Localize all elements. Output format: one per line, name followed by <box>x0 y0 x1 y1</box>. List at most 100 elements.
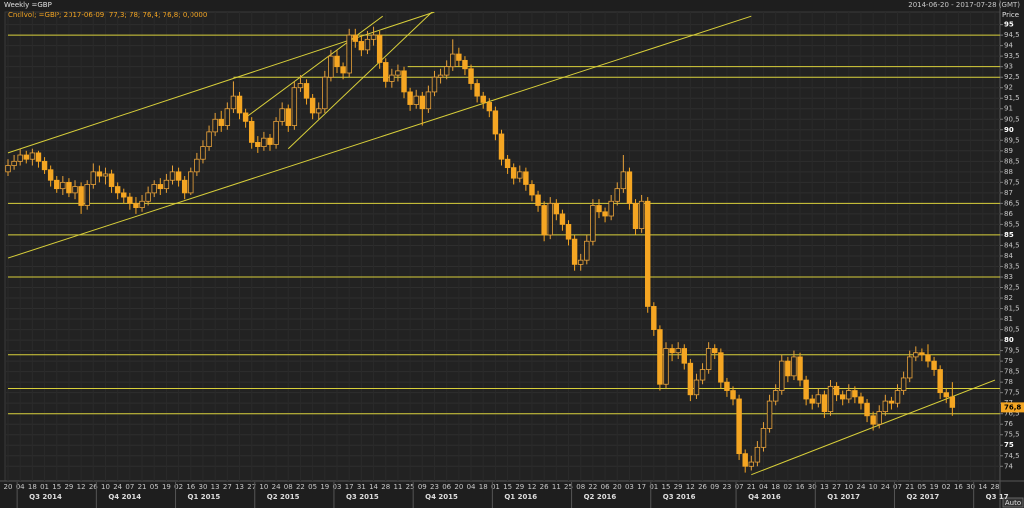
x-tick-label: 17 <box>345 483 354 491</box>
x-tick-label: 12 <box>686 483 695 491</box>
x-tick-label: 11 <box>552 483 561 491</box>
x-tick-label: 19 <box>320 483 329 491</box>
y-tick-label: 88,5 <box>1004 157 1020 165</box>
candle-body <box>370 34 377 40</box>
candle-body <box>340 66 346 74</box>
candle-body <box>602 211 608 217</box>
candle-body <box>425 91 432 110</box>
x-tick-label: 02 <box>783 483 792 491</box>
y-tick-label: 79,5 <box>1004 347 1020 355</box>
x-tick-label: 06 <box>601 483 610 491</box>
x-tick-label: 30 <box>808 483 817 491</box>
candle-body <box>906 356 913 379</box>
x-tick-label: 14 <box>978 483 987 491</box>
candle-body <box>456 53 462 61</box>
candle-body <box>919 352 925 356</box>
candle-body <box>480 95 486 103</box>
candle-body <box>468 68 474 84</box>
candle-body <box>669 348 675 354</box>
x-tick-label: 18 <box>28 483 37 491</box>
x-tick-label: 12 <box>528 483 537 491</box>
quarter-label: Q3 2015 <box>346 493 379 501</box>
y-tick-label: 85,5 <box>1004 220 1020 228</box>
candle-body <box>407 91 413 105</box>
y-tick-label: 83 <box>1004 273 1013 281</box>
candle-body <box>47 169 54 181</box>
candle-body <box>632 202 639 230</box>
y-tick-label: 77,5 <box>1004 389 1020 397</box>
quarter-label: Q1 2017 <box>827 493 860 501</box>
x-tick-label: 22 <box>588 483 597 491</box>
candle-body <box>212 118 218 133</box>
x-tick-label: 26 <box>540 483 549 491</box>
candle-body <box>322 76 328 110</box>
x-tick-label: 18 <box>479 483 488 491</box>
y-tick-label: 93,5 <box>1004 52 1020 60</box>
y-tick-label: 75 <box>1004 441 1014 449</box>
candle-body <box>145 192 151 202</box>
x-tick-label: 01 <box>649 483 658 491</box>
candle-body <box>175 171 182 181</box>
candle-body <box>255 141 261 148</box>
candle-body <box>102 173 109 177</box>
candle-body <box>188 171 194 194</box>
candle-body <box>900 377 907 391</box>
quarter-label: Q3 2016 <box>663 493 696 501</box>
candle-body <box>718 352 724 383</box>
candle-body <box>571 238 578 265</box>
candle-body <box>169 171 176 181</box>
x-tick-label: 11 <box>393 483 402 491</box>
x-tick-label: 29 <box>64 483 73 491</box>
candle-body <box>626 171 633 204</box>
candle-body <box>218 118 224 126</box>
candle-body <box>608 200 614 217</box>
candle-body <box>395 70 401 76</box>
candle-body <box>742 453 748 467</box>
x-tick-label: 05 <box>150 483 159 491</box>
x-tick-label: 19 <box>162 483 171 491</box>
candle-body <box>84 184 90 206</box>
candle-body <box>54 179 60 190</box>
y-tick-label: 91,5 <box>1004 94 1020 102</box>
x-tick-label: 21 <box>747 483 756 491</box>
candle-body <box>41 160 48 171</box>
x-tick-label: 29 <box>674 483 683 491</box>
scale-mode[interactable]: Auto <box>1005 499 1021 507</box>
candle-body <box>833 385 840 396</box>
y-tick-label: 78 <box>1004 378 1013 386</box>
candle-body <box>766 400 773 429</box>
candle-body <box>492 110 499 135</box>
x-tick-label: 25 <box>564 483 573 491</box>
candle-body <box>462 59 468 70</box>
candle-body <box>236 95 243 114</box>
x-tick-label: 07 <box>125 483 134 491</box>
x-tick-label: 22 <box>296 483 305 491</box>
trend-line <box>7 12 435 154</box>
y-tick-label: 91 <box>1004 105 1013 113</box>
x-tick-label: 06 <box>442 483 451 491</box>
candle-body <box>114 186 121 194</box>
y-tick-label: 89 <box>1004 147 1013 155</box>
x-tick-label: 13 <box>235 483 244 491</box>
candle-body <box>705 348 712 370</box>
candle-body <box>334 55 340 68</box>
trend-line <box>245 15 383 118</box>
x-tick-label: 30 <box>199 483 208 491</box>
x-tick-label: 16 <box>954 483 963 491</box>
candle-body <box>413 95 419 105</box>
x-tick-label: 23 <box>722 483 731 491</box>
candle-body <box>60 181 66 190</box>
y-tick-label: 86,5 <box>1004 199 1020 207</box>
candle-body <box>815 394 822 404</box>
x-tick-label: 03 <box>625 483 634 491</box>
x-tick-label: 14 <box>369 483 378 491</box>
quarter-label: Q2 2015 <box>267 493 300 501</box>
candle-body <box>11 160 17 166</box>
candle-body <box>748 461 755 467</box>
y-tick-label: 83,5 <box>1004 262 1020 270</box>
candle-body <box>565 224 572 240</box>
candle-body <box>559 213 566 225</box>
candle-body <box>760 428 767 448</box>
scale-mode-button[interactable] <box>1002 497 1024 508</box>
